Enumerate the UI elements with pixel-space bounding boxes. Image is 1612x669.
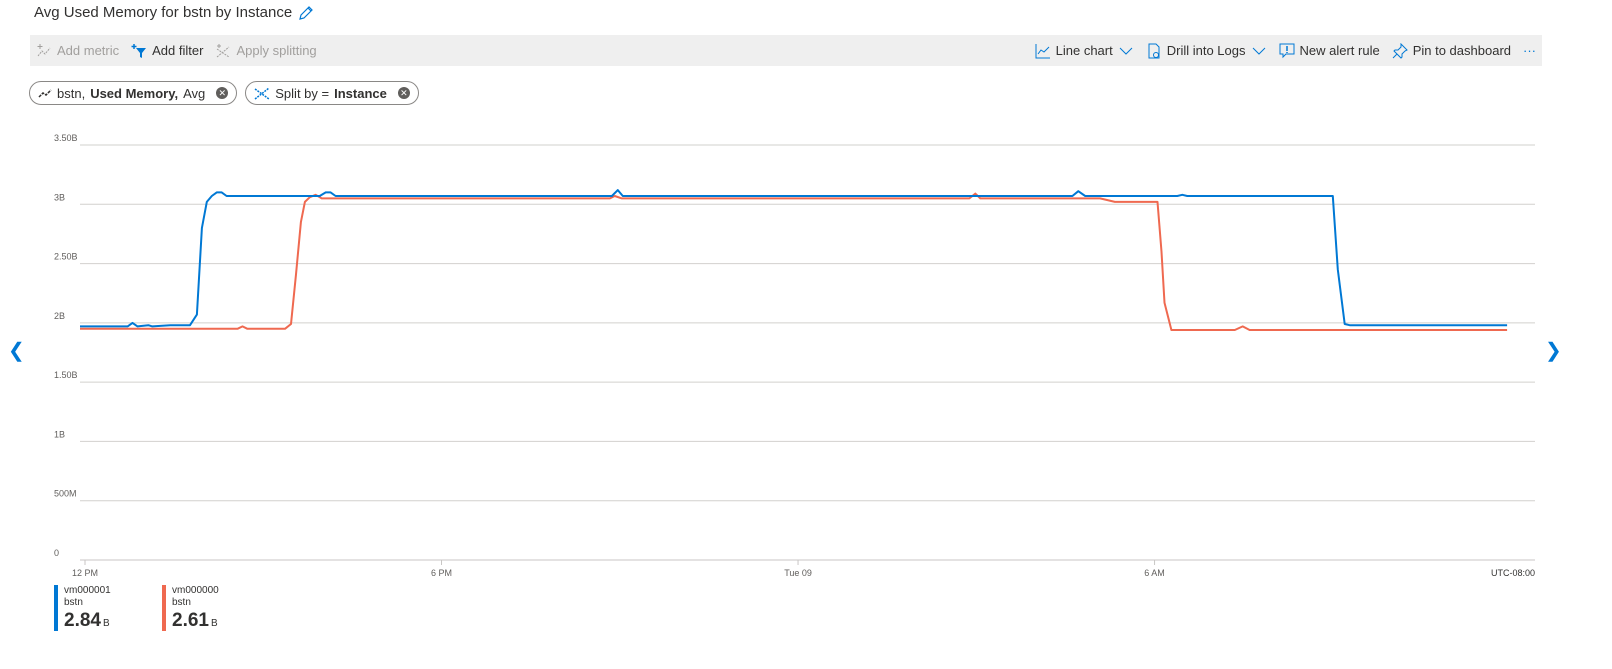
legend-color-bar (54, 585, 58, 631)
y-tick-label: 1B (54, 429, 65, 439)
chevron-down-icon (1119, 47, 1133, 55)
y-tick-label: 2.50B (54, 252, 78, 262)
logs-document-icon (1148, 43, 1160, 58)
x-tick-label: 12 PM (72, 568, 98, 578)
legend: vm000001 bstn 2.84 B vm000000 bstn 2.61 B (54, 585, 270, 636)
add-metric-button[interactable]: Add metric (30, 43, 125, 59)
y-tick-label: 500M (54, 489, 77, 499)
alert-icon (1279, 43, 1294, 58)
x-tick-label: Tue 09 (784, 568, 812, 578)
add-metric-icon (37, 43, 51, 56)
x-tick-label: 6 PM (431, 568, 452, 578)
line-chart-dropdown[interactable]: Line chart (1029, 43, 1140, 59)
x-tick-label: 6 AM (1144, 568, 1165, 578)
remove-split-close-icon[interactable]: ✕ (397, 87, 410, 99)
remove-metric-close-icon[interactable]: ✕ (216, 87, 229, 99)
timezone-label: UTC-08:00 (1491, 568, 1535, 578)
pin-icon (1392, 42, 1408, 59)
series-line-vm000000 (80, 192, 1508, 331)
legend-value: 2.61 (172, 610, 209, 631)
new-alert-rule-button[interactable]: New alert rule (1273, 43, 1386, 59)
add-filter-button[interactable]: Add filter (125, 43, 209, 59)
metric-pills: bstn, Used Memory, Avg ✕ Split by = Instanc… (29, 81, 419, 105)
y-tick-label: 0 (54, 548, 59, 558)
series-line-vm000001 (80, 189, 1508, 328)
chevron-down-icon (1252, 47, 1265, 55)
pin-to-dashboard-button[interactable]: Pin to dashboard (1386, 42, 1517, 59)
legend-item-vm000000[interactable]: vm000000 bstn 2.61 B (162, 585, 270, 636)
metric-line-icon (38, 89, 52, 98)
filter-icon (131, 43, 147, 58)
legend-value: 2.84 (64, 610, 101, 631)
legend-color-bar (162, 585, 166, 631)
apply-splitting-button[interactable]: Apply splitting (209, 43, 322, 59)
split-pill[interactable]: Split by = Instance ✕ (245, 81, 419, 105)
more-options-button[interactable]: ··· (1523, 43, 1536, 58)
y-tick-label: 1.50B (54, 370, 78, 380)
splitting-icon (217, 43, 230, 57)
line-chart-icon (1035, 43, 1050, 58)
toolbar: Add metric Add filter Apply splitting Li… (30, 35, 1542, 66)
next-chevron-icon[interactable]: ❯ (1545, 340, 1562, 362)
drill-into-logs-dropdown[interactable]: Drill into Logs (1140, 43, 1273, 59)
metric-pill[interactable]: bstn, Used Memory, Avg ✕ (29, 81, 238, 105)
y-tick-label: 2B (54, 311, 65, 321)
edit-pencil-icon[interactable] (298, 5, 314, 21)
y-tick-label: 3B (54, 192, 65, 202)
previous-chevron-icon[interactable]: ❮ (8, 340, 25, 362)
chart-title: Avg Used Memory for bstn by Instance (34, 4, 314, 21)
chart-title-text: Avg Used Memory for bstn by Instance (34, 4, 293, 21)
legend-item-vm000001[interactable]: vm000001 bstn 2.84 B (54, 585, 162, 636)
y-tick-label: 3.50B (54, 133, 78, 143)
